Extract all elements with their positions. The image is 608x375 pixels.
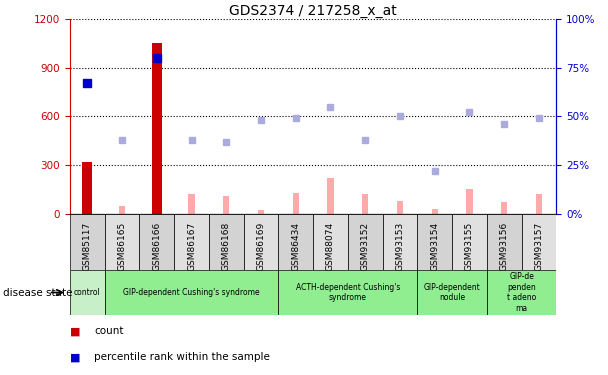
Text: GSM86166: GSM86166 [152, 222, 161, 272]
Bar [278, 214, 313, 270]
Bar [70, 214, 105, 270]
Text: GSM86434: GSM86434 [291, 222, 300, 271]
Text: GSM86168: GSM86168 [222, 222, 231, 272]
Text: GSM86169: GSM86169 [257, 222, 266, 272]
Bar [105, 270, 278, 315]
Text: ■: ■ [70, 326, 80, 336]
Text: count: count [94, 326, 124, 336]
Text: disease state: disease state [3, 288, 72, 297]
Bar [188, 194, 195, 214]
Bar [327, 178, 334, 214]
Bar [501, 202, 507, 214]
Bar [362, 194, 368, 214]
Bar [536, 194, 542, 214]
Text: GSM86167: GSM86167 [187, 222, 196, 272]
Bar [70, 270, 105, 315]
Text: GSM86165: GSM86165 [117, 222, 126, 272]
Bar [139, 214, 174, 270]
Bar [487, 270, 556, 315]
Text: GSM93154: GSM93154 [430, 222, 439, 271]
Text: GSM93152: GSM93152 [361, 222, 370, 271]
Text: GIP-dependent Cushing's syndrome: GIP-dependent Cushing's syndrome [123, 288, 260, 297]
Bar [209, 214, 244, 270]
Text: control: control [74, 288, 101, 297]
Bar [487, 214, 522, 270]
Bar [313, 214, 348, 270]
Text: percentile rank within the sample: percentile rank within the sample [94, 352, 270, 363]
Text: GSM93153: GSM93153 [395, 222, 404, 272]
Bar [522, 214, 556, 270]
Bar [152, 43, 162, 214]
Bar [119, 206, 125, 214]
Bar [466, 189, 472, 214]
Text: ■: ■ [70, 352, 80, 363]
Bar [417, 270, 487, 315]
Text: GIP-dependent
nodule: GIP-dependent nodule [424, 283, 480, 302]
Bar [244, 214, 278, 270]
Text: GSM93155: GSM93155 [465, 222, 474, 272]
Bar [223, 196, 229, 214]
Bar [105, 214, 139, 270]
Bar [452, 214, 487, 270]
Bar [83, 162, 92, 214]
Text: GSM88074: GSM88074 [326, 222, 335, 271]
Bar [397, 201, 403, 214]
Bar [292, 193, 299, 214]
Bar [278, 270, 417, 315]
Text: ACTH-dependent Cushing's
syndrome: ACTH-dependent Cushing's syndrome [295, 283, 400, 302]
Text: GIP-de
penden
t adeno
ma: GIP-de penden t adeno ma [507, 272, 536, 313]
Text: GSM85117: GSM85117 [83, 222, 92, 272]
Bar [174, 214, 209, 270]
Bar [417, 214, 452, 270]
Text: GSM93156: GSM93156 [500, 222, 509, 272]
Bar [258, 210, 264, 214]
Text: GSM93157: GSM93157 [534, 222, 544, 272]
Bar [382, 214, 417, 270]
Bar [432, 209, 438, 214]
Bar [348, 214, 382, 270]
Title: GDS2374 / 217258_x_at: GDS2374 / 217258_x_at [229, 4, 397, 18]
